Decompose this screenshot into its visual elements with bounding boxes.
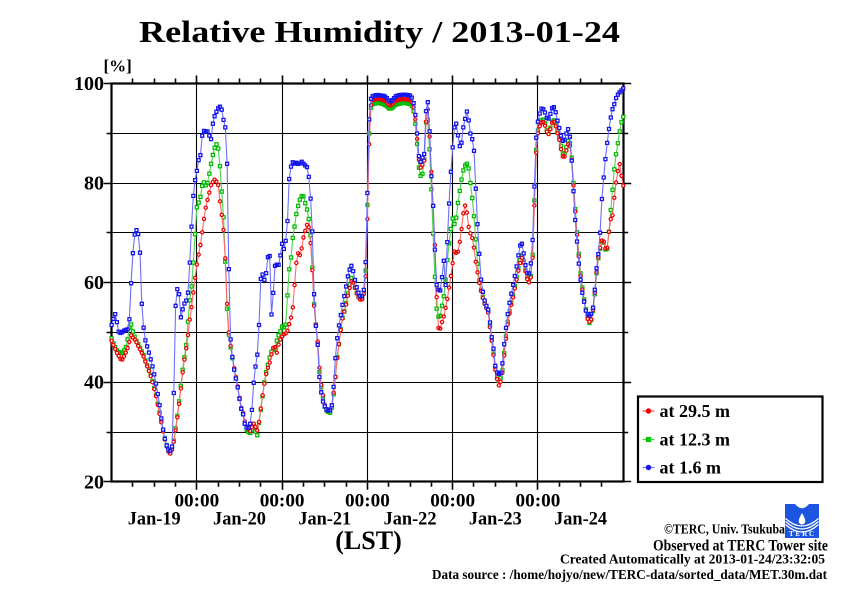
- svg-text:at 29.5 m: at 29.5 m: [660, 401, 731, 421]
- svg-text:Observed at TERC Tower site: Observed at TERC Tower site: [653, 538, 828, 555]
- svg-text:Jan-21: Jan-21: [298, 509, 351, 530]
- svg-text:Jan-22: Jan-22: [384, 509, 437, 530]
- svg-text:Created Automatically at 2013-: Created Automatically at 2013-01-24/23:3…: [560, 552, 825, 567]
- svg-text:60: 60: [84, 272, 104, 294]
- svg-text:Data source : /home/hojyo/new/: Data source : /home/hojyo/new/TERC-data/…: [432, 568, 827, 583]
- svg-text:TERC: TERC: [789, 529, 816, 538]
- svg-text:00:00: 00:00: [516, 490, 561, 511]
- svg-text:[%]: [%]: [104, 57, 132, 76]
- svg-text:40: 40: [84, 372, 104, 394]
- svg-text:at 12.3 m: at 12.3 m: [660, 430, 731, 450]
- svg-text:Jan-20: Jan-20: [213, 509, 266, 530]
- svg-text:Jan-23: Jan-23: [469, 509, 522, 530]
- svg-text:Jan-19: Jan-19: [128, 509, 181, 530]
- svg-text:Jan-24: Jan-24: [554, 509, 607, 530]
- svg-text:20: 20: [84, 471, 104, 493]
- svg-text:100: 100: [74, 73, 104, 95]
- svg-text:00:00: 00:00: [174, 490, 219, 511]
- svg-text:©TERC, Univ. Tsukuba: ©TERC, Univ. Tsukuba: [664, 522, 785, 537]
- svg-text:00:00: 00:00: [345, 490, 390, 511]
- svg-text:at 1.6 m: at 1.6 m: [660, 458, 722, 478]
- svg-text:00:00: 00:00: [430, 490, 475, 511]
- svg-text:00:00: 00:00: [260, 490, 305, 511]
- svg-text:(LST): (LST): [335, 526, 401, 555]
- svg-text:Relative Humidity / 2013-01-24: Relative Humidity / 2013-01-24: [139, 14, 620, 49]
- svg-text:80: 80: [84, 173, 104, 195]
